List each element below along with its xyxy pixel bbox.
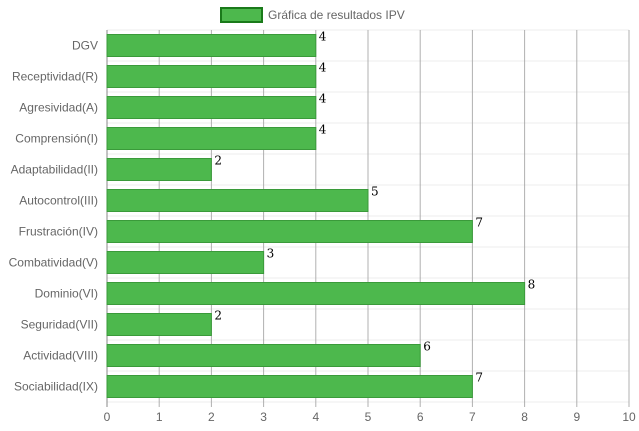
bar[interactable]: [106, 220, 473, 243]
bar[interactable]: [106, 189, 369, 212]
bar[interactable]: [106, 127, 317, 150]
x-tick-label: 9: [573, 410, 580, 424]
legend-label: Gráfica de resultados IPV: [268, 8, 405, 22]
x-tick-label: 10: [622, 410, 636, 424]
category-label: DGV: [72, 39, 98, 53]
data-label: 3: [267, 247, 275, 261]
bar[interactable]: [106, 34, 317, 57]
bar[interactable]: [106, 65, 317, 88]
data-label: 7: [475, 371, 483, 385]
legend[interactable]: Gráfica de resultados IPV: [220, 7, 405, 23]
bar[interactable]: [106, 251, 265, 274]
category-label: Seguridad(VII): [21, 318, 98, 332]
data-label: 4: [319, 61, 327, 75]
bar[interactable]: [106, 158, 212, 181]
x-axis-ticks: 0 1 2 3 4 5 6 7 8 9 10: [104, 410, 636, 424]
x-tick-label: 4: [312, 410, 319, 424]
x-tick-label: 0: [104, 410, 111, 424]
x-tick-label: 8: [521, 410, 528, 424]
data-label: 4: [319, 30, 327, 44]
data-label: 7: [475, 216, 483, 230]
x-tick-label: 6: [417, 410, 424, 424]
bar[interactable]: [106, 282, 526, 305]
category-label: Comprensión(I): [15, 132, 98, 146]
legend-swatch: [220, 7, 263, 23]
category-label: Sociabilidad(IX): [14, 380, 98, 394]
category-labels: DGV Receptividad(R) Agresividad(A) Comprens…: [9, 39, 98, 394]
category-label: Agresividad(A): [19, 101, 98, 115]
bar[interactable]: [106, 96, 317, 119]
bars: [106, 34, 526, 398]
bar[interactable]: [106, 313, 212, 336]
bar[interactable]: [106, 344, 421, 367]
data-label: 2: [214, 309, 222, 323]
x-tick-label: 1: [156, 410, 163, 424]
data-label: 6: [423, 340, 431, 354]
value-labels: 4 4 4 4 2 5 7 3 8 2 6 7: [214, 30, 535, 385]
x-tick-label: 2: [208, 410, 215, 424]
data-label: 4: [319, 123, 327, 137]
category-label: Autocontrol(III): [19, 194, 98, 208]
category-label: Actividad(VIII): [23, 349, 98, 363]
bar[interactable]: [106, 375, 473, 398]
category-label: Dominio(VI): [35, 287, 98, 301]
category-label: Combatividad(V): [9, 256, 98, 270]
data-label: 2: [214, 154, 222, 168]
x-tick-label: 7: [469, 410, 476, 424]
data-label: 8: [528, 278, 536, 292]
category-label: Adaptabilidad(II): [11, 163, 98, 177]
data-label: 5: [371, 185, 379, 199]
category-label: Receptividad(R): [12, 70, 98, 84]
x-tick-label: 5: [365, 410, 372, 424]
category-label: Frustración(IV): [19, 225, 98, 239]
x-tick-label: 3: [260, 410, 267, 424]
data-label: 4: [319, 92, 327, 106]
